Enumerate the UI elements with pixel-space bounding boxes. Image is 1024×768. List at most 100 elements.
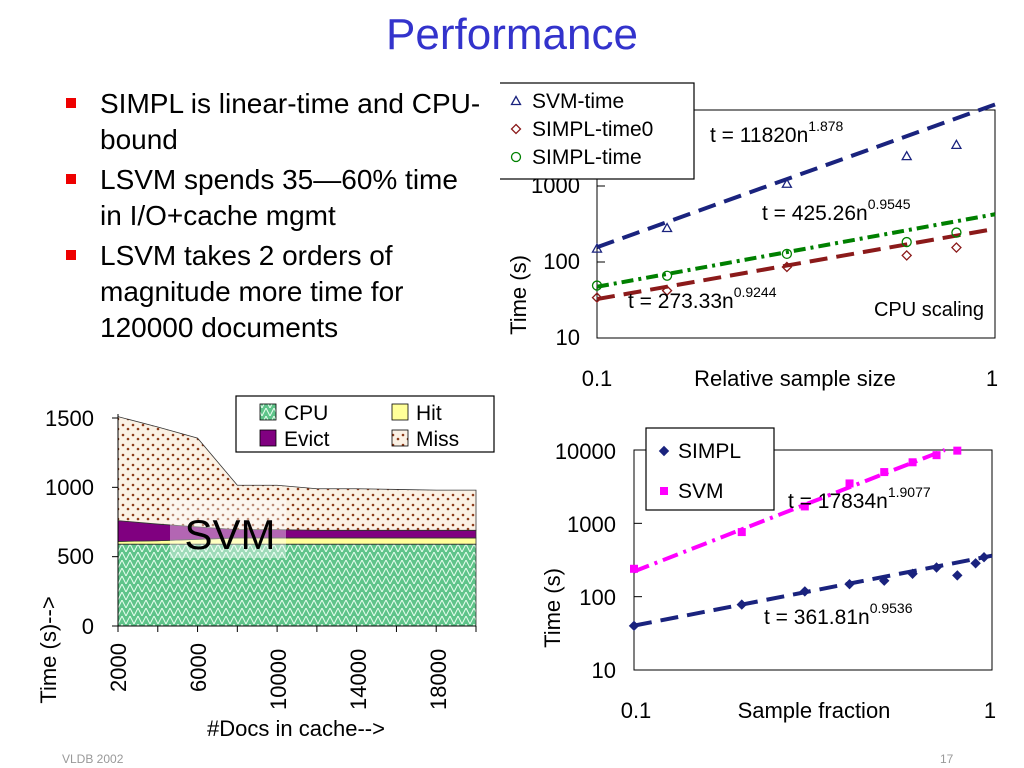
- fit-line: [596, 102, 996, 250]
- x-tick-label: 14000: [346, 649, 371, 710]
- fit-line: [596, 212, 996, 289]
- fit-coef: t = 425.26n: [762, 202, 868, 225]
- data-point: [591, 292, 603, 304]
- legend-marker: [510, 95, 522, 106]
- data-point: [781, 177, 793, 188]
- y-tick-label: 1000: [567, 512, 616, 537]
- bullet-item: SIMPL is linear-time and CPU-bound: [62, 86, 482, 158]
- bullet-icon: [66, 98, 76, 108]
- y-tick-label: 1000: [45, 475, 94, 500]
- x-tick-label: 0.1: [582, 366, 613, 391]
- legend-swatch-evict: [259, 429, 277, 447]
- svm-cache-chart: 0 500 1000 1500 2000 6000 10000 14000 18…: [36, 395, 495, 741]
- data-point: [630, 564, 638, 573]
- y-tick-label: 500: [57, 544, 94, 569]
- x-tick-label: 10000: [266, 649, 291, 710]
- y-tick-label: 10: [592, 658, 616, 683]
- data-point: [901, 236, 912, 248]
- data-point: [736, 599, 747, 610]
- y-tick-label: 100: [543, 249, 580, 274]
- y-tick-label: 1500: [45, 406, 94, 431]
- legend-label: SIMPL-time: [532, 146, 642, 169]
- data-point: [978, 552, 990, 563]
- legend-label: Miss: [416, 428, 459, 451]
- slide-title: Performance: [386, 10, 638, 59]
- overlay-label: SVM: [184, 511, 275, 558]
- legend-box: [500, 82, 695, 180]
- bullet-icon: [66, 174, 76, 184]
- bullet-list: SIMPL is linear-time and CPU-bound LSVM …: [62, 86, 482, 350]
- legend: CPU Hit Evict Miss: [235, 395, 495, 453]
- legend-label: CPU: [284, 402, 328, 425]
- fit-exp: 0.9244: [734, 284, 777, 300]
- footer-conference: VLDB 2002: [62, 752, 124, 766]
- fit-exp: 0.9536: [870, 600, 913, 616]
- data-point: [950, 139, 963, 149]
- data-point: [661, 270, 673, 281]
- y-tick-label: 10: [556, 325, 580, 350]
- data-point: [901, 150, 913, 161]
- x-axis-label: #Docs in cache-->: [207, 716, 385, 741]
- bullet-item: LSVM takes 2 orders of magnitude more ti…: [62, 238, 482, 346]
- page-number: 17: [940, 752, 954, 766]
- fit-annotation: t = 361.81n0.9536: [764, 600, 913, 629]
- y-axis-label: Time (s): [506, 255, 531, 335]
- fit-annotation: t = 17834n1.9077: [788, 484, 931, 513]
- data-point: [591, 280, 603, 291]
- fit-coef: t = 11820n: [710, 124, 808, 147]
- data-point: [880, 468, 889, 477]
- legend-swatch-miss: [391, 429, 409, 447]
- y-axis-label: Time (s): [540, 568, 565, 648]
- data-point: [879, 575, 890, 586]
- legend: SIMPL SVM: [645, 427, 775, 511]
- data-point: [901, 250, 913, 261]
- legend-label: Evict: [284, 428, 330, 451]
- bullet-text: SIMPL is linear-time and CPU-bound: [100, 88, 481, 155]
- legend-marker: [658, 445, 670, 457]
- chart-annotation: CPU scaling: [874, 299, 984, 321]
- area-miss: [117, 416, 477, 531]
- data-point: [799, 586, 811, 597]
- fit-exp: 1.878: [808, 118, 843, 134]
- data-point: [800, 502, 809, 511]
- data-point: [845, 479, 854, 488]
- fit-line: [596, 226, 996, 302]
- data-point: [661, 285, 673, 297]
- bullet-item: LSVM spends 35—60% time in I/O+cache mgm…: [62, 162, 482, 234]
- legend-label: SVM-time: [532, 90, 624, 113]
- x-tick-label: 0.1: [621, 698, 652, 723]
- fit-exp: 0.9545: [868, 196, 911, 212]
- data-point: [737, 528, 746, 537]
- bullet-icon: [66, 250, 76, 260]
- fit-annotation: t = 273.33n0.9244: [628, 284, 777, 313]
- data-point: [781, 261, 793, 273]
- fit-coef: t = 273.33n: [628, 290, 734, 313]
- data-point: [628, 620, 640, 632]
- data-point: [931, 562, 942, 573]
- bullet-text: LSVM takes 2 orders of magnitude more ti…: [100, 240, 404, 343]
- fit-coef: t = 361.81n: [764, 606, 870, 629]
- data-point: [952, 570, 963, 581]
- data-point: [661, 222, 673, 233]
- x-tick-label: 1: [984, 698, 996, 723]
- fit-line: [633, 448, 946, 574]
- x-tick-label: 6000: [186, 643, 211, 692]
- bullet-text: LSVM spends 35—60% time in I/O+cache mgm…: [100, 164, 458, 231]
- data-point: [951, 227, 962, 238]
- data-point: [932, 451, 941, 460]
- fit-annotation: t = 11820n1.878: [710, 118, 844, 147]
- fit-coef: t = 17834n: [788, 490, 888, 513]
- fit-annotation: t = 425.26n0.9545: [762, 196, 911, 225]
- data-point: [970, 558, 981, 569]
- data-point: [951, 242, 962, 253]
- x-tick-label: 2000: [106, 643, 131, 692]
- data-point: [591, 242, 603, 253]
- sample-fraction-chart: Time (s) Sample fraction 10 100 1000 100…: [540, 427, 996, 723]
- legend: SVM-time SIMPL-time0 SIMPL-time: [500, 82, 695, 180]
- y-tick-label: 0: [82, 614, 94, 639]
- legend-label: SIMPL-time0: [532, 118, 653, 141]
- legend-swatch-cpu: [259, 403, 277, 421]
- legend-label: SVM: [678, 480, 724, 503]
- data-point: [907, 568, 918, 580]
- x-axis-label: Sample fraction: [738, 698, 891, 723]
